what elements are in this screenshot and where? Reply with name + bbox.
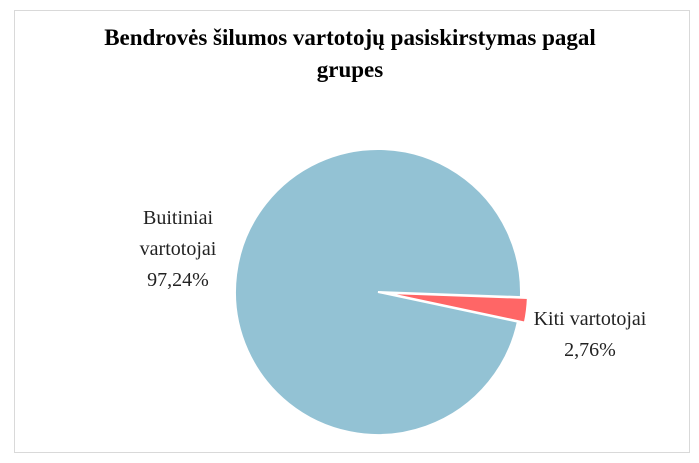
chart-title: Bendrovės šilumos vartotojų pasiskirstym… <box>104 25 596 82</box>
category-label: Buitiniai vartotojai <box>139 207 217 260</box>
pie-slice <box>234 148 522 436</box>
value-label: 2,76% <box>564 339 616 361</box>
category-label: Kiti vartotojai <box>533 308 647 330</box>
value-label: 97,24% <box>147 269 209 291</box>
slice-label: Kiti vartotojai 2,76% <box>525 304 655 366</box>
pie-slice <box>384 291 529 324</box>
slice-label: Buitiniai vartotojai 97,24% <box>108 203 248 296</box>
